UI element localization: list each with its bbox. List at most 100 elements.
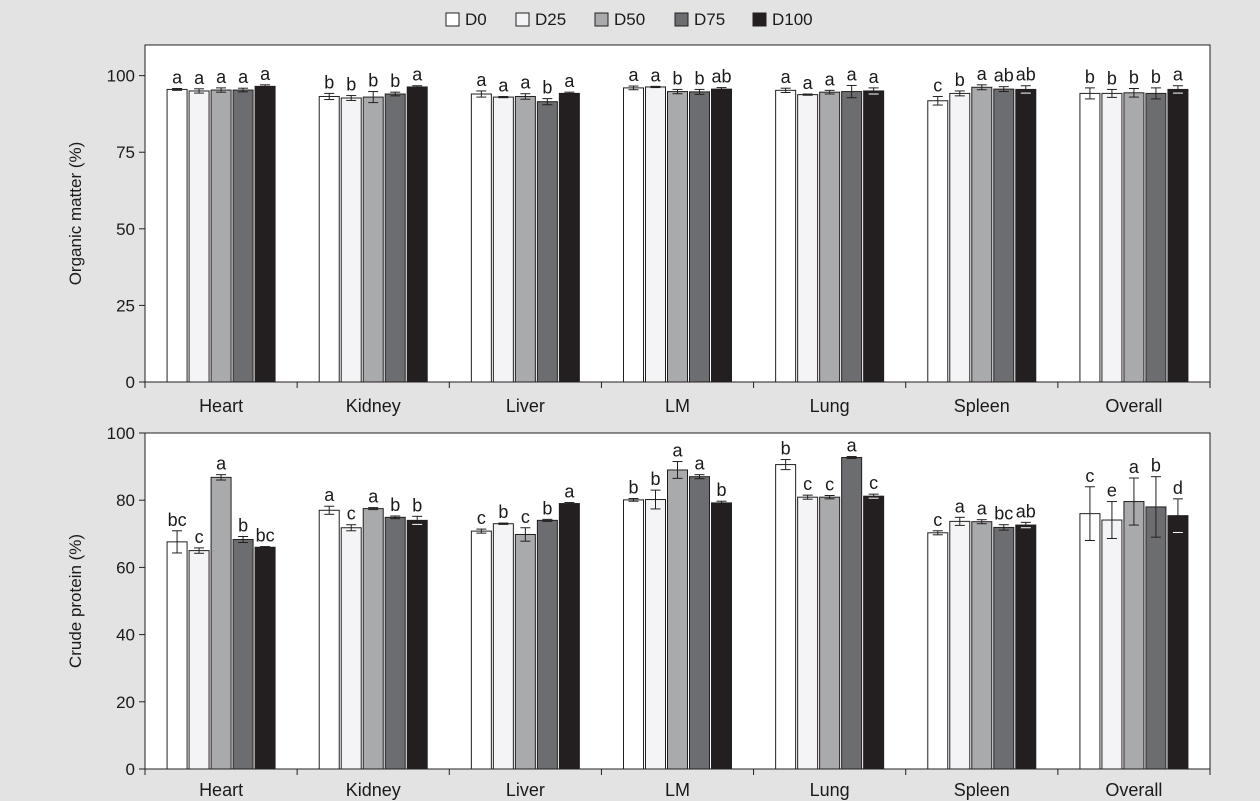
bar-d0-spleen — [927, 532, 949, 770]
chart-legend: D0 D25 D50 D75 D100 — [445, 10, 813, 29]
bar-d100-spleen — [1015, 88, 1037, 383]
y-tick-label: 75 — [116, 143, 135, 162]
significance-label: a — [216, 67, 227, 87]
bar-d75-lm — [689, 91, 710, 383]
bar-d25-liver — [492, 523, 514, 770]
significance-label: b — [1129, 68, 1139, 88]
significance-label: c — [1085, 466, 1094, 486]
category-label-heart: Heart — [199, 396, 243, 416]
significance-label: a — [803, 73, 814, 93]
significance-label: a — [498, 75, 509, 95]
significance-label: ab — [711, 67, 731, 87]
category-label-spleen: Spleen — [954, 780, 1010, 800]
significance-label: a — [194, 68, 205, 88]
significance-label: b — [390, 71, 400, 91]
legend-swatch-d50 — [594, 12, 609, 27]
significance-label: a — [238, 67, 249, 87]
significance-label: b — [542, 78, 552, 98]
significance-label: b — [716, 480, 726, 500]
bar-d0-heart — [166, 88, 188, 383]
bar-d75-heart — [232, 89, 254, 383]
legend-label-d25: D25 — [535, 10, 566, 29]
significance-label: a — [564, 71, 575, 91]
bar-d25-heart — [188, 90, 210, 383]
bar-d25-kidney — [340, 527, 362, 770]
significance-label: b — [672, 68, 682, 88]
category-label-overall: Overall — [1105, 396, 1162, 416]
significance-label: e — [1107, 481, 1117, 501]
bar-d50-overall — [1123, 92, 1145, 383]
y-tick-label: 0 — [126, 760, 135, 779]
bar-d50-lm — [667, 91, 688, 383]
bar-d25-kidney — [340, 97, 362, 383]
significance-label: c — [869, 473, 878, 493]
significance-label: b — [238, 515, 248, 535]
bar-d25-lm — [645, 86, 666, 383]
significance-label: a — [847, 436, 858, 456]
bar-d25-lung — [797, 496, 819, 770]
significance-label: ab — [1016, 65, 1036, 85]
significance-label: c — [803, 474, 812, 494]
significance-label: b — [390, 495, 400, 515]
bar-d100-spleen — [1015, 524, 1037, 770]
bar-d0-overall — [1079, 513, 1101, 770]
significance-label: a — [1129, 457, 1140, 477]
bar-d75-liver — [536, 519, 558, 770]
bar-d50-heart — [210, 476, 232, 770]
bar-d0-heart — [166, 541, 188, 770]
significance-label: a — [476, 70, 487, 90]
y-tick-label: 25 — [116, 296, 135, 315]
significance-label: a — [324, 485, 335, 505]
y-axis-title: Crude protein (%) — [66, 534, 85, 668]
category-label-spleen: Spleen — [954, 396, 1010, 416]
y-tick-label: 100 — [107, 424, 135, 443]
significance-label: b — [412, 495, 422, 515]
bar-d0-spleen — [927, 100, 949, 383]
significance-label: b — [498, 502, 508, 522]
significance-label: b — [346, 75, 356, 95]
significance-label: c — [477, 508, 486, 528]
bar-d25-spleen — [949, 92, 971, 383]
significance-label: c — [195, 527, 204, 547]
bar-d0-lm — [623, 499, 644, 770]
significance-label: a — [955, 496, 966, 516]
significance-label: b — [650, 469, 660, 489]
bar-d50-lung — [819, 496, 841, 770]
significance-label: a — [977, 499, 988, 519]
category-label-liver: Liver — [506, 780, 545, 800]
significance-label: ab — [1016, 501, 1036, 521]
bar-d100-overall — [1167, 515, 1189, 770]
bar-d50-spleen — [971, 86, 993, 383]
category-label-liver: Liver — [506, 396, 545, 416]
category-label-kidney: Kidney — [346, 396, 401, 416]
significance-label: b — [1107, 68, 1117, 88]
significance-label: d — [1173, 478, 1183, 498]
bar-d100-lm — [711, 502, 732, 770]
bar-d50-overall — [1123, 501, 1145, 770]
significance-label: c — [933, 75, 942, 95]
significance-label: a — [977, 64, 988, 84]
category-label-lung: Lung — [810, 780, 850, 800]
significance-label: a — [650, 65, 661, 85]
bar-d25-liver — [492, 96, 514, 383]
bar-d25-spleen — [949, 520, 971, 770]
y-axis-title: Organic matter (%) — [66, 142, 85, 286]
bar-d50-lung — [819, 91, 841, 383]
bar-d25-heart — [188, 550, 210, 770]
significance-label: b — [781, 439, 791, 459]
y-tick-label: 20 — [116, 693, 135, 712]
bar-d100-lung — [863, 495, 885, 770]
legend-swatch-d100 — [752, 12, 767, 27]
bar-d75-kidney — [384, 516, 406, 770]
category-label-overall: Overall — [1105, 780, 1162, 800]
bar-d0-kidney — [318, 95, 340, 383]
bar-d0-liver — [470, 530, 492, 770]
bar-d100-kidney — [406, 519, 428, 770]
bar-d50-spleen — [971, 521, 993, 770]
significance-label: c — [521, 507, 530, 527]
category-label-kidney: Kidney — [346, 780, 401, 800]
significance-label: a — [172, 68, 183, 88]
y-tick-label: 80 — [116, 491, 135, 510]
bar-d100-heart — [254, 546, 276, 770]
